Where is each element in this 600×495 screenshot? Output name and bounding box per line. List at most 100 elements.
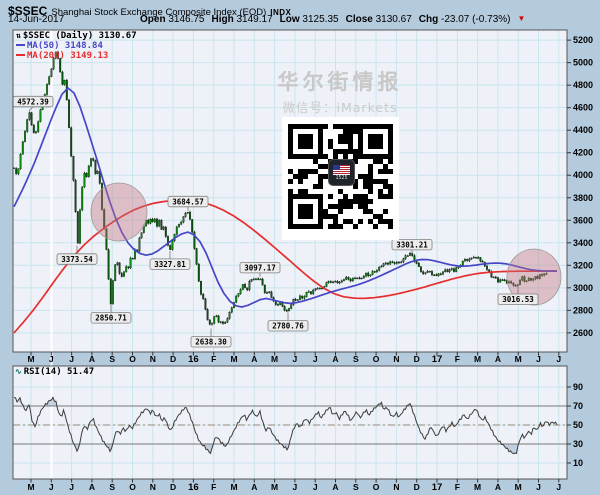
- highlight-ellipse: [506, 248, 562, 306]
- svg-text:M: M: [27, 482, 34, 492]
- svg-text:3684.57: 3684.57: [172, 197, 204, 206]
- svg-text:M: M: [474, 354, 481, 364]
- svg-text:N: N: [150, 354, 156, 364]
- svg-text:F: F: [455, 482, 460, 492]
- ma200-line: [13, 199, 557, 334]
- svg-text:M: M: [271, 354, 278, 364]
- svg-text:M: M: [230, 482, 237, 492]
- svg-text:M: M: [27, 354, 34, 364]
- svg-text:17: 17: [432, 354, 443, 365]
- svg-text:3400: 3400: [573, 238, 593, 248]
- svg-text:M: M: [271, 482, 278, 492]
- watermark-title: 华尔街情报: [277, 70, 403, 94]
- candlesticks: [13, 50, 548, 326]
- index-name: Shanghai Stock Exchange Composite Index …: [51, 7, 267, 18]
- ma50-line: [13, 87, 558, 308]
- svg-text:F: F: [455, 354, 460, 364]
- svg-text:5000: 5000: [573, 58, 593, 68]
- svg-text:N: N: [393, 482, 399, 492]
- svg-text:O: O: [129, 354, 136, 364]
- watermark-subtitle: 微信号：iMarkets: [282, 100, 398, 115]
- svg-text:S: S: [353, 482, 359, 492]
- date-label: 14-Jun-2017: [8, 14, 65, 25]
- symbol-label: $SSEC: [8, 4, 48, 18]
- ma50-legend-label: MA(50) 3148.84: [27, 41, 103, 51]
- ohlc-quote: Open 3146.75 High 3149.17 Low 3125.35 Close…: [140, 14, 517, 25]
- svg-text:90: 90: [573, 382, 583, 392]
- svg-text:M: M: [230, 354, 237, 364]
- svg-text:17: 17: [432, 482, 443, 493]
- svg-text:50: 50: [573, 420, 583, 430]
- svg-text:2780.76: 2780.76: [272, 322, 304, 331]
- svg-text:3016.53: 3016.53: [502, 295, 534, 304]
- ma50-legend: MA(50) 3148.84: [16, 41, 103, 51]
- svg-text:3600: 3600: [573, 215, 593, 225]
- quote-open: Open 3146.75: [140, 14, 205, 25]
- svg-text:30: 30: [573, 439, 583, 449]
- svg-text:2850.71: 2850.71: [95, 314, 127, 323]
- qr-logo-text: 1525: [335, 174, 348, 181]
- main-plot-border: [12, 29, 568, 353]
- svg-text:A: A: [89, 354, 95, 364]
- svg-text:F: F: [211, 482, 216, 492]
- svg-text:J: J: [69, 482, 74, 492]
- svg-text:A: A: [332, 354, 338, 364]
- svg-text:M: M: [515, 482, 522, 492]
- price-annotations: 4572.39 3373.54 2850.71 3327.81 3684.57 2638.…: [12, 95, 539, 348]
- main-chart-legend: ⇅ $SSEC (Daily) 3130.67: [16, 31, 137, 41]
- qr-pattern: [288, 124, 393, 229]
- svg-text:D: D: [170, 482, 176, 492]
- svg-text:4572.39: 4572.39: [17, 97, 49, 106]
- svg-text:S: S: [353, 354, 359, 364]
- svg-text:3373.54: 3373.54: [61, 255, 93, 264]
- svg-text:S: S: [109, 354, 115, 364]
- rsi-wave-icon: ∿: [15, 367, 22, 376]
- svg-text:J: J: [69, 354, 74, 364]
- chart-header: $SSEC Shanghai Stock Exchange Composite I…: [0, 0, 600, 28]
- svg-text:O: O: [129, 482, 136, 492]
- svg-text:J: J: [536, 482, 541, 492]
- svg-text:4800: 4800: [573, 80, 593, 90]
- quote-low: Low 3125.35: [279, 14, 339, 25]
- svg-text:4600: 4600: [573, 103, 593, 113]
- ma200-legend-label: MA(200) 3149.13: [27, 51, 109, 61]
- svg-text:3000: 3000: [573, 283, 593, 293]
- svg-text:A: A: [495, 354, 501, 364]
- quote-chg: Chg -23.07 (-0.73%): [418, 14, 511, 25]
- svg-text:2600: 2600: [573, 328, 593, 338]
- svg-text:A: A: [251, 482, 257, 492]
- svg-text:O: O: [373, 482, 380, 492]
- svg-text:J: J: [293, 354, 298, 364]
- ma200-legend: MA(200) 3149.13: [16, 51, 108, 61]
- svg-text:J: J: [49, 354, 54, 364]
- us-flag-icon: [333, 164, 350, 175]
- svg-text:J: J: [293, 482, 298, 492]
- svg-text:J: J: [536, 354, 541, 364]
- qr-center-logo: 1525: [328, 159, 355, 186]
- svg-text:3301.21: 3301.21: [396, 240, 428, 249]
- svg-text:D: D: [170, 354, 176, 364]
- svg-text:3327.81: 3327.81: [154, 260, 186, 269]
- svg-text:4400: 4400: [573, 125, 593, 135]
- svg-text:M: M: [515, 354, 522, 364]
- svg-text:D: D: [414, 482, 420, 492]
- svg-text:3097.17: 3097.17: [244, 263, 276, 272]
- axis-labels: 2600 2800 3000 3200 3400 3600 3800 4000 4200 4400…: [27, 35, 593, 493]
- svg-text:J: J: [313, 354, 318, 364]
- rsi-legend: ∿ RSI(14) 51.47: [15, 367, 94, 377]
- svg-text:J: J: [556, 482, 561, 492]
- header-title-row: $SSEC Shanghai Stock Exchange Composite I…: [8, 2, 291, 20]
- svg-text:J: J: [313, 482, 318, 492]
- rsi-plot-border: [12, 365, 568, 480]
- svg-text:A: A: [495, 482, 501, 492]
- header-quote-row: 14-Jun-2017 Open 3146.75 High 3149.17 Low 3…: [8, 14, 600, 25]
- ma200-line-swatch: [16, 53, 25, 56]
- rsi-line: [13, 396, 558, 455]
- rsi-shade: [501, 444, 519, 454]
- svg-text:2638.30: 2638.30: [195, 338, 227, 347]
- svg-text:3200: 3200: [573, 260, 593, 270]
- svg-text:3800: 3800: [573, 193, 593, 203]
- svg-text:M: M: [474, 482, 481, 492]
- svg-text:N: N: [150, 482, 156, 492]
